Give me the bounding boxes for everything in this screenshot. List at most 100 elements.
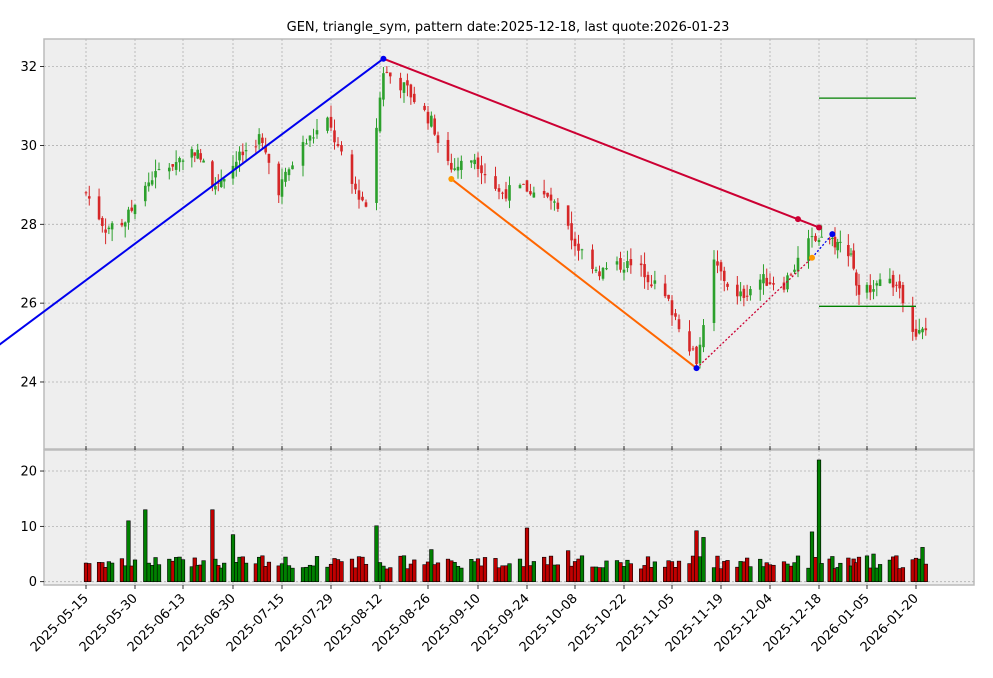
candle-body [497, 188, 501, 192]
candle-body [382, 73, 385, 100]
volume-bar [542, 556, 547, 582]
volume-bar [572, 561, 578, 582]
volume-bar [666, 560, 671, 582]
volume-bar [795, 555, 801, 582]
volume-bar [785, 563, 790, 582]
volume-bar [153, 557, 158, 582]
candle-body [580, 249, 584, 251]
volume-bar [524, 527, 530, 582]
pattern-overlays [0, 55, 916, 372]
volume-bar [307, 564, 313, 582]
volume-bar [496, 567, 502, 582]
candle-body [688, 331, 691, 352]
volume-bar [500, 565, 505, 582]
candle-body [601, 267, 605, 279]
volume-bar [788, 565, 794, 582]
candle-body [211, 161, 214, 186]
candle-body [726, 283, 729, 287]
candle-body [453, 168, 456, 170]
candle-body [691, 348, 695, 350]
volume-bar [645, 556, 651, 582]
candle-body [619, 258, 622, 270]
pattern-trend-line [450, 178, 698, 369]
candle-body [219, 179, 223, 187]
candle-body [712, 259, 716, 323]
volume-bar [555, 564, 560, 582]
volume-bar [806, 567, 811, 582]
candle-body [238, 151, 241, 161]
volume-bar [311, 565, 316, 582]
candle-body [789, 274, 793, 276]
volume-y-tick-label: 10 [20, 520, 37, 535]
volume-bar [150, 565, 155, 582]
volume-bar [479, 565, 484, 582]
candle-body [924, 328, 928, 331]
volume-y-ticks: 0 10 20 [20, 465, 44, 590]
price-y-ticks: 24 26 28 30 32 [20, 60, 44, 390]
candle-body [277, 163, 281, 196]
candle-body [222, 178, 226, 182]
candle-body [430, 115, 433, 127]
volume-bar [349, 558, 355, 582]
volume-bar [528, 565, 533, 582]
volume-bar [576, 558, 581, 582]
candle-body [84, 192, 88, 194]
candle-body [280, 179, 284, 197]
volume-bar [748, 566, 753, 582]
volume-y-tick-label: 20 [20, 465, 37, 480]
candle-body [264, 145, 267, 153]
candle-body [308, 135, 312, 141]
candle-body [849, 253, 853, 255]
candle-body [807, 238, 810, 261]
candle-body [820, 236, 823, 238]
volume-bar [819, 563, 824, 582]
candle-body [350, 154, 354, 184]
candle-body [167, 167, 171, 172]
candle-body [911, 305, 915, 332]
volume-bar [767, 564, 773, 582]
volume-bar [328, 563, 334, 582]
price-y-tick-label: 30 [20, 139, 37, 154]
candle-body [123, 222, 127, 227]
candle-body [508, 185, 511, 201]
volume-bar [715, 555, 720, 582]
candle-body [663, 283, 667, 297]
candle-body [745, 295, 749, 297]
volume-bar [290, 567, 295, 582]
volume-bar [531, 561, 536, 582]
volume-bar [286, 565, 292, 582]
candle-body [257, 134, 261, 145]
candle-body [878, 279, 882, 286]
volume-bar [597, 567, 602, 582]
candle-body [768, 282, 772, 285]
volume-bar [507, 563, 512, 582]
candle-body [147, 182, 151, 187]
chart-title: GEN, triangle_sym, pattern date:2025-12-… [287, 20, 730, 35]
candle-body [426, 111, 430, 124]
price-y-tick-label: 26 [20, 297, 37, 312]
candle-body [287, 169, 291, 176]
candle-body [412, 93, 416, 103]
candle-body [828, 238, 831, 240]
candle-body [193, 152, 197, 156]
volume-bar [900, 567, 906, 582]
volume-bar [639, 568, 644, 582]
volume-bar [381, 565, 386, 582]
volume-bar [625, 559, 630, 582]
candle-body [436, 135, 440, 144]
candle-body [895, 284, 898, 286]
candle-body [529, 191, 532, 195]
candle-body [494, 176, 497, 189]
pattern-trend-line [811, 233, 833, 259]
candle-body [315, 130, 319, 135]
volume-bar [177, 556, 182, 582]
candle-body [865, 284, 869, 293]
candle-body [261, 137, 264, 144]
candle-body [409, 84, 413, 98]
candle-body [181, 160, 185, 162]
candle-body [378, 97, 382, 132]
volume-bar [363, 563, 369, 582]
candle-body [446, 139, 450, 161]
volume-bar [222, 562, 227, 582]
volume-bar [475, 558, 481, 582]
